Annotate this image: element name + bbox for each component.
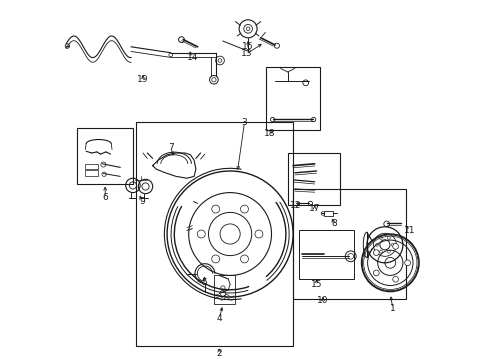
Circle shape [211,205,219,213]
Text: 1: 1 [389,304,395,313]
Text: 9: 9 [139,197,144,206]
Text: 17: 17 [308,204,320,213]
Bar [136,122,292,346]
Circle shape [386,250,389,253]
Text: 12: 12 [290,201,301,210]
Text: 11: 11 [404,226,415,235]
Bar [323,211,332,216]
Text: 14: 14 [186,53,198,62]
Circle shape [392,276,398,282]
Text: 5: 5 [201,278,206,287]
Circle shape [240,255,248,263]
Circle shape [211,255,219,263]
Text: 15: 15 [310,280,322,289]
Bar [213,275,235,304]
Circle shape [373,270,378,276]
Text: 16: 16 [242,42,253,51]
Bar [292,189,406,299]
Text: 18: 18 [264,129,275,138]
Circle shape [392,243,398,249]
Text: 4: 4 [216,314,222,323]
Text: 10: 10 [317,296,328,305]
Circle shape [379,237,382,239]
Circle shape [373,250,378,256]
Text: 3: 3 [241,118,247,127]
Bar [265,67,320,130]
Text: 13: 13 [240,49,251,58]
Circle shape [197,230,205,238]
Circle shape [386,237,389,239]
Circle shape [254,230,263,238]
Circle shape [404,260,409,266]
Bar [287,153,339,205]
Circle shape [390,243,393,246]
Bar [85,164,98,169]
Circle shape [379,250,382,253]
Text: 8: 8 [330,219,336,228]
Bar [77,128,133,184]
Text: 19: 19 [137,75,148,84]
Text: 6: 6 [102,194,108,202]
Circle shape [375,243,378,246]
Circle shape [240,205,248,213]
Bar [298,230,354,279]
Text: 2: 2 [216,349,222,358]
Text: 7: 7 [167,143,173,152]
Bar [85,170,98,176]
